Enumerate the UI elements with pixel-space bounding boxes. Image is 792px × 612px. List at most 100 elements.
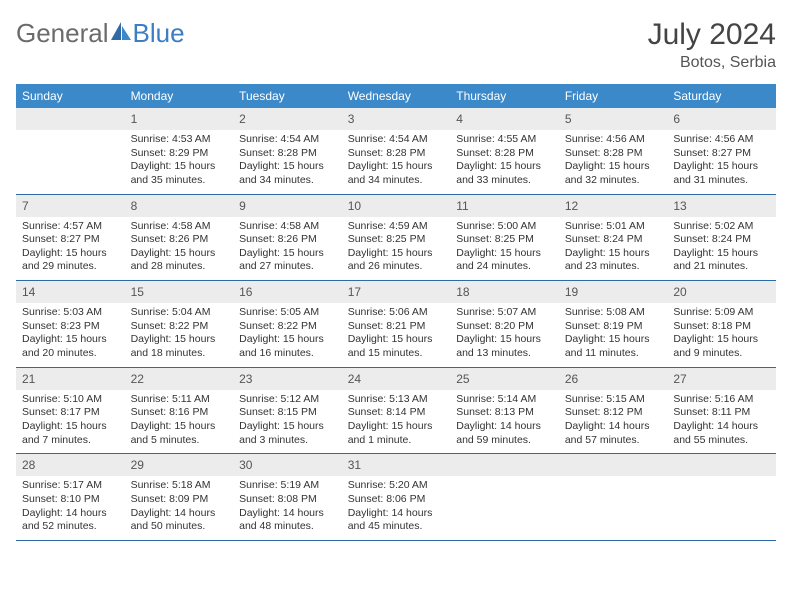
- week-detailrow-2: Sunrise: 5:03 AMSunset: 8:23 PMDaylight:…: [16, 303, 776, 367]
- day-detail: [667, 476, 776, 540]
- daylight-text: Daylight: 15 hours and 32 minutes.: [565, 160, 662, 187]
- daynum: [450, 454, 559, 477]
- sunset-text: Sunset: 8:27 PM: [22, 233, 119, 247]
- sunset-text: Sunset: 8:19 PM: [565, 320, 662, 334]
- sunset-text: Sunset: 8:12 PM: [565, 406, 662, 420]
- sunset-text: Sunset: 8:26 PM: [131, 233, 228, 247]
- sunrise-text: Sunrise: 4:55 AM: [456, 133, 553, 147]
- day-detail: Sunrise: 5:00 AMSunset: 8:25 PMDaylight:…: [450, 217, 559, 281]
- sunset-text: Sunset: 8:22 PM: [239, 320, 336, 334]
- brand-logo: General Blue: [16, 18, 185, 49]
- daynum: 11: [450, 194, 559, 217]
- sunrise-text: Sunrise: 4:56 AM: [673, 133, 770, 147]
- sunset-text: Sunset: 8:25 PM: [348, 233, 445, 247]
- dow-2: Tuesday: [233, 84, 342, 108]
- daylight-text: Daylight: 14 hours and 50 minutes.: [131, 507, 228, 534]
- day-detail: Sunrise: 5:05 AMSunset: 8:22 PMDaylight:…: [233, 303, 342, 367]
- sunset-text: Sunset: 8:24 PM: [673, 233, 770, 247]
- sunrise-text: Sunrise: 4:53 AM: [131, 133, 228, 147]
- daylight-text: Daylight: 15 hours and 26 minutes.: [348, 247, 445, 274]
- day-detail: Sunrise: 4:56 AMSunset: 8:27 PMDaylight:…: [667, 130, 776, 194]
- daynum: 28: [16, 454, 125, 477]
- day-detail: Sunrise: 5:12 AMSunset: 8:15 PMDaylight:…: [233, 390, 342, 454]
- daynum: 25: [450, 367, 559, 390]
- daylight-text: Daylight: 15 hours and 13 minutes.: [456, 333, 553, 360]
- sunset-text: Sunset: 8:18 PM: [673, 320, 770, 334]
- day-detail: Sunrise: 5:09 AMSunset: 8:18 PMDaylight:…: [667, 303, 776, 367]
- daynum: 23: [233, 367, 342, 390]
- daylight-text: Daylight: 15 hours and 34 minutes.: [348, 160, 445, 187]
- daynum: [559, 454, 668, 477]
- day-of-week-row: SundayMondayTuesdayWednesdayThursdayFrid…: [16, 84, 776, 108]
- sunrise-text: Sunrise: 5:20 AM: [348, 479, 445, 493]
- sunrise-text: Sunrise: 5:05 AM: [239, 306, 336, 320]
- daylight-text: Daylight: 15 hours and 34 minutes.: [239, 160, 336, 187]
- daylight-text: Daylight: 15 hours and 31 minutes.: [673, 160, 770, 187]
- day-detail: Sunrise: 5:06 AMSunset: 8:21 PMDaylight:…: [342, 303, 451, 367]
- daynum: 19: [559, 281, 668, 304]
- daynum: 7: [16, 194, 125, 217]
- day-detail: Sunrise: 5:01 AMSunset: 8:24 PMDaylight:…: [559, 217, 668, 281]
- dow-6: Saturday: [667, 84, 776, 108]
- sunset-text: Sunset: 8:20 PM: [456, 320, 553, 334]
- daynum: 16: [233, 281, 342, 304]
- day-detail: Sunrise: 5:02 AMSunset: 8:24 PMDaylight:…: [667, 217, 776, 281]
- sunset-text: Sunset: 8:23 PM: [22, 320, 119, 334]
- sunrise-text: Sunrise: 5:14 AM: [456, 393, 553, 407]
- sunset-text: Sunset: 8:28 PM: [565, 147, 662, 161]
- sunset-text: Sunset: 8:08 PM: [239, 493, 336, 507]
- calendar-body: 123456Sunrise: 4:53 AMSunset: 8:29 PMDay…: [16, 108, 776, 540]
- day-detail: Sunrise: 4:57 AMSunset: 8:27 PMDaylight:…: [16, 217, 125, 281]
- daylight-text: Daylight: 15 hours and 1 minute.: [348, 420, 445, 447]
- sunrise-text: Sunrise: 5:19 AM: [239, 479, 336, 493]
- sunrise-text: Sunrise: 5:16 AM: [673, 393, 770, 407]
- week-detailrow-1: Sunrise: 4:57 AMSunset: 8:27 PMDaylight:…: [16, 217, 776, 281]
- daynum: 4: [450, 108, 559, 130]
- sunset-text: Sunset: 8:22 PM: [131, 320, 228, 334]
- brand-word1: General: [16, 18, 109, 49]
- daylight-text: Daylight: 15 hours and 33 minutes.: [456, 160, 553, 187]
- sunrise-text: Sunrise: 5:09 AM: [673, 306, 770, 320]
- sunset-text: Sunset: 8:24 PM: [565, 233, 662, 247]
- week-detailrow-3: Sunrise: 5:10 AMSunset: 8:17 PMDaylight:…: [16, 390, 776, 454]
- week-numrow-1: 78910111213: [16, 194, 776, 217]
- brand-word2: Blue: [133, 18, 185, 49]
- sunset-text: Sunset: 8:27 PM: [673, 147, 770, 161]
- daylight-text: Daylight: 15 hours and 5 minutes.: [131, 420, 228, 447]
- sunrise-text: Sunrise: 5:02 AM: [673, 220, 770, 234]
- week-numrow-2: 14151617181920: [16, 281, 776, 304]
- daylight-text: Daylight: 14 hours and 55 minutes.: [673, 420, 770, 447]
- daynum: 26: [559, 367, 668, 390]
- day-detail: Sunrise: 5:16 AMSunset: 8:11 PMDaylight:…: [667, 390, 776, 454]
- daynum: 15: [125, 281, 234, 304]
- sunset-text: Sunset: 8:14 PM: [348, 406, 445, 420]
- daylight-text: Daylight: 14 hours and 57 minutes.: [565, 420, 662, 447]
- sunset-text: Sunset: 8:15 PM: [239, 406, 336, 420]
- sunrise-text: Sunrise: 5:18 AM: [131, 479, 228, 493]
- daynum: [667, 454, 776, 477]
- day-detail: Sunrise: 5:17 AMSunset: 8:10 PMDaylight:…: [16, 476, 125, 540]
- sail-icon: [109, 18, 133, 49]
- daynum: [16, 108, 125, 130]
- daylight-text: Daylight: 15 hours and 3 minutes.: [239, 420, 336, 447]
- daynum: 17: [342, 281, 451, 304]
- sunset-text: Sunset: 8:10 PM: [22, 493, 119, 507]
- sunset-text: Sunset: 8:29 PM: [131, 147, 228, 161]
- sunrise-text: Sunrise: 5:06 AM: [348, 306, 445, 320]
- sunset-text: Sunset: 8:28 PM: [348, 147, 445, 161]
- daynum: 31: [342, 454, 451, 477]
- sunrise-text: Sunrise: 5:08 AM: [565, 306, 662, 320]
- day-detail: Sunrise: 5:18 AMSunset: 8:09 PMDaylight:…: [125, 476, 234, 540]
- sunset-text: Sunset: 8:06 PM: [348, 493, 445, 507]
- week-detailrow-4: Sunrise: 5:17 AMSunset: 8:10 PMDaylight:…: [16, 476, 776, 540]
- sunrise-text: Sunrise: 5:01 AM: [565, 220, 662, 234]
- week-detailrow-0: Sunrise: 4:53 AMSunset: 8:29 PM Daylight:…: [16, 130, 776, 194]
- day-detail: Sunrise: 4:56 AMSunset: 8:28 PMDaylight:…: [559, 130, 668, 194]
- daynum: 20: [667, 281, 776, 304]
- day-detail: Sunrise: 5:10 AMSunset: 8:17 PMDaylight:…: [16, 390, 125, 454]
- day-detail: [16, 130, 125, 194]
- daynum: 6: [667, 108, 776, 130]
- sunrise-text: Sunrise: 4:56 AM: [565, 133, 662, 147]
- daylight-text: Daylight: 15 hours and 28 minutes.: [131, 247, 228, 274]
- day-detail: Sunrise: 5:04 AMSunset: 8:22 PMDaylight:…: [125, 303, 234, 367]
